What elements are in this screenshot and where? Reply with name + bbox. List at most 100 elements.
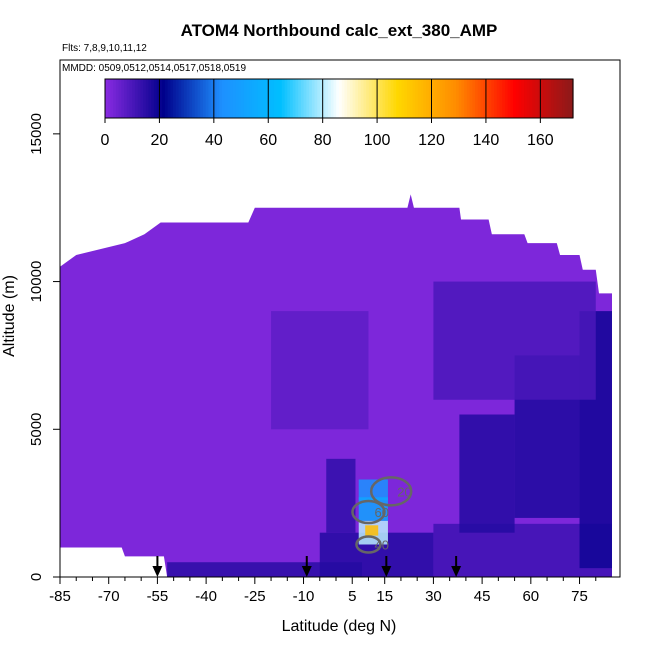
colorbar-swatch [540, 79, 544, 118]
colorbar-swatch [238, 79, 242, 118]
colorbar-tick-label: 140 [473, 132, 500, 149]
colorbar-swatch [447, 79, 452, 118]
colorbar-swatch [521, 79, 525, 118]
colorbar-swatch [366, 79, 370, 118]
colorbar-swatch [524, 79, 528, 118]
colorbar-swatch [249, 79, 253, 118]
colorbar-swatch [219, 79, 223, 118]
colorbar-swatch [322, 79, 326, 118]
colorbar-swatch [124, 79, 128, 118]
colorbar-tick-label: 0 [101, 132, 110, 149]
plot-frame [59, 59, 621, 578]
flight-markers [152, 556, 462, 577]
colorbar-swatch [192, 79, 196, 118]
colorbar-swatch [390, 79, 395, 118]
y-axis: 0 5000 10000 15000 [28, 113, 60, 581]
colorbar-swatch [137, 79, 141, 118]
colorbar-swatch [510, 79, 514, 118]
colorbar-swatch [436, 79, 441, 118]
colorbar-swatch [559, 79, 563, 118]
colorbar-swatch [551, 79, 555, 118]
colorbar-swatch [243, 79, 248, 118]
colorbar-swatch [257, 79, 261, 118]
colorbar-swatch [548, 79, 552, 118]
colorbar-swatch [121, 79, 125, 118]
colorbar-swatch [311, 79, 316, 118]
colorbar-swatch [466, 79, 471, 118]
colorbar-swatch [352, 79, 356, 118]
y-tick-label: 10000 [28, 261, 45, 303]
colorbar-swatch [298, 79, 302, 118]
colorbar-swatch [284, 79, 288, 118]
x-tick-label: 45 [474, 588, 491, 605]
colorbar-swatch [175, 79, 180, 118]
colorbar-swatch [325, 79, 329, 118]
colorbar-swatch [170, 79, 174, 118]
colorbar-swatch [309, 79, 313, 118]
colorbar-swatch [262, 79, 267, 118]
colorbar-swatch [567, 79, 571, 118]
heatmap-cell [271, 311, 369, 430]
colorbar-swatch [445, 79, 449, 118]
colorbar-swatch [300, 79, 305, 118]
colorbar-swatch [270, 79, 275, 118]
colorbar-swatch [556, 79, 560, 118]
colorbar-swatch [134, 79, 139, 118]
colorbar-swatch [273, 79, 278, 118]
contour-line [355, 535, 382, 554]
dates-label: MMDD: 0509,0512,0514,0517,0518,0519 [62, 63, 246, 74]
colorbar-swatch [504, 79, 509, 118]
colorbar-swatch [368, 79, 373, 118]
colorbar-swatch [382, 79, 386, 118]
colorbar-swatch [450, 79, 454, 118]
colorbar-tick-label: 100 [364, 132, 391, 149]
colorbar-tick-label: 40 [205, 132, 223, 149]
colorbar-swatch [113, 79, 117, 118]
colorbar-tick-label: 60 [259, 132, 277, 149]
colorbar-swatch [251, 79, 256, 118]
flight-marker-arrowhead [381, 566, 392, 577]
colorbar-swatch [377, 79, 381, 118]
colorbar-swatch [110, 79, 114, 118]
colorbar-swatch [290, 79, 294, 118]
x-tick-label: 60 [522, 588, 539, 605]
colorbar-swatch [143, 79, 147, 118]
x-tick-label: 30 [425, 588, 442, 605]
heatmap-cell [459, 414, 515, 533]
colorbar-swatch [167, 79, 171, 118]
colorbar-swatch [553, 79, 558, 118]
colorbar-swatch [265, 79, 269, 118]
colorbar-swatch [385, 79, 389, 118]
colorbar-tick-label: 80 [314, 132, 332, 149]
colorbar-tick-label: 20 [151, 132, 169, 149]
heatmap-cell [433, 281, 596, 400]
x-tick-label: 15 [376, 588, 393, 605]
colorbar-swatch [483, 79, 487, 118]
colorbar-swatch [319, 79, 324, 118]
colorbar-swatch [341, 79, 346, 118]
chart-title: ATOM4 Northbound calc_ext_380_AMP [181, 21, 498, 40]
colorbar-swatch [202, 79, 207, 118]
colorbar-swatch [374, 79, 378, 118]
colorbar-swatch [456, 79, 460, 118]
x-tick-label: -10 [293, 588, 315, 605]
colorbar-swatch [222, 79, 226, 118]
x-tick-label: 5 [348, 588, 356, 605]
colorbar-swatch [159, 79, 163, 118]
colorbar-swatch [156, 79, 161, 118]
colorbar-swatch [328, 79, 332, 118]
contour-label: 20 [397, 484, 411, 499]
colorbar-tick-label: 120 [418, 132, 445, 149]
colorbar-swatch [347, 79, 351, 118]
colorbar-swatch [371, 79, 375, 118]
colorbar-swatch [407, 79, 411, 118]
colorbar-swatch [396, 79, 400, 118]
colorbar-swatch [529, 79, 533, 118]
colorbar-swatch [461, 79, 465, 118]
contour-line [351, 499, 386, 525]
colorbar-swatch [477, 79, 482, 118]
colorbar-swatch [545, 79, 550, 118]
colorbar-swatch [153, 79, 158, 118]
colorbar-swatch [118, 79, 122, 118]
flights-label: Flts: 7,8,9,10,11,12 [62, 43, 147, 54]
